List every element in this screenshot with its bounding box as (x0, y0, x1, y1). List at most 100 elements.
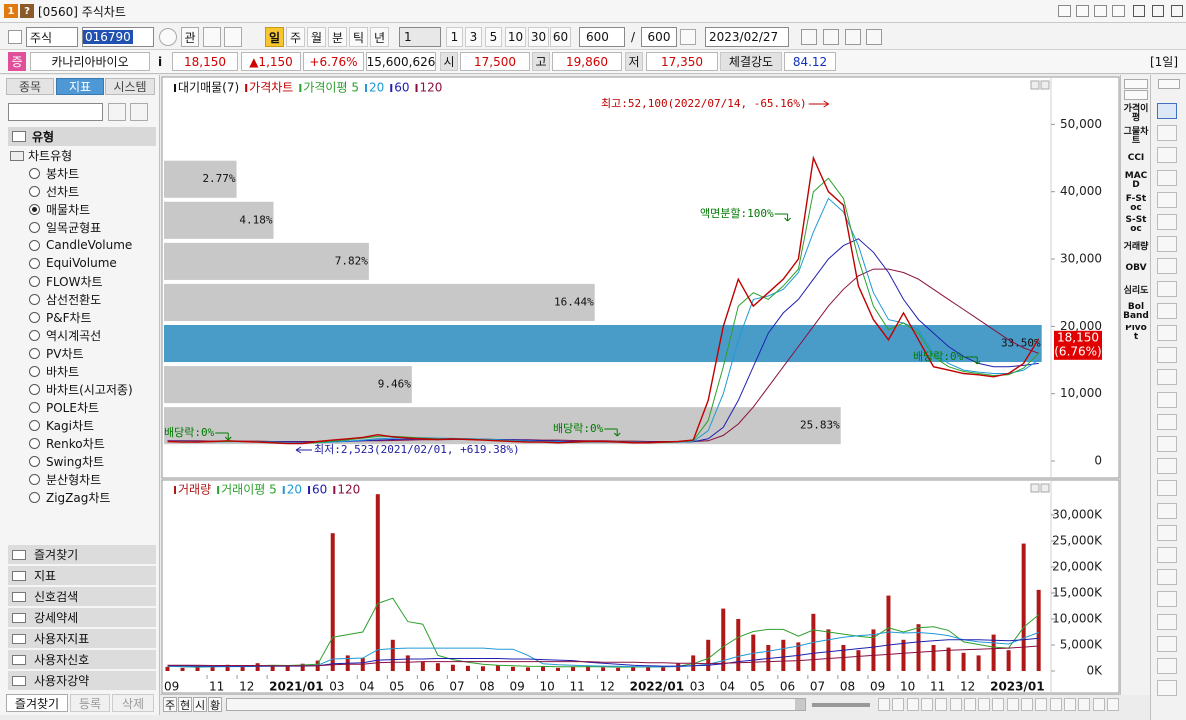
sidebar-tab[interactable]: 시스템 (105, 78, 155, 95)
tool-icon[interactable] (1157, 680, 1177, 697)
chart-type-item[interactable]: PV차트 (46, 346, 84, 361)
radio[interactable] (29, 438, 40, 449)
indicator-button[interactable]: 심리도 (1123, 285, 1149, 296)
indicator-button[interactable]: 가격이평 (1123, 104, 1149, 123)
indicator-button[interactable]: F-Stoc (1125, 193, 1147, 213)
tool-icon[interactable] (1157, 169, 1177, 186)
tool-icon[interactable] (866, 29, 882, 45)
chart-type-item[interactable]: Kagi차트 (46, 418, 95, 433)
view-toggle[interactable]: 황 (208, 697, 222, 712)
radio[interactable] (29, 240, 40, 251)
nav-icon[interactable] (1106, 698, 1119, 711)
nav-first[interactable] (8, 30, 22, 44)
title-icon[interactable] (1058, 5, 1071, 17)
radio[interactable] (29, 294, 40, 305)
chart-type-item[interactable]: POLE차트 (46, 400, 100, 415)
chart-type-item[interactable]: P&F차트 (46, 310, 92, 325)
tool-icon[interactable] (823, 29, 839, 45)
tool-icon[interactable] (1157, 125, 1177, 142)
strip-arrow[interactable] (1124, 79, 1148, 89)
interval-button[interactable]: 60 (550, 27, 571, 47)
interval-button[interactable]: 5 (485, 27, 502, 47)
tool-icon[interactable] (1157, 391, 1177, 408)
tool-icon[interactable] (1157, 325, 1177, 341)
nav-icon[interactable] (963, 698, 976, 711)
radio[interactable] (29, 348, 40, 359)
market-select[interactable]: 주식 (26, 27, 78, 47)
folder-row[interactable]: 신호검색 (8, 587, 156, 607)
chart-type-item[interactable]: Swing차트 (46, 454, 105, 469)
zoom-slider[interactable] (812, 703, 870, 707)
title-icon[interactable] (1094, 5, 1107, 17)
tool-icon[interactable] (801, 29, 817, 45)
count-input[interactable]: 600 (579, 27, 625, 47)
search-icon[interactable] (130, 103, 148, 121)
scrollbar[interactable] (226, 698, 806, 711)
view-toggle[interactable]: 시 (193, 697, 207, 712)
indicator-button[interactable]: Pivot (1125, 325, 1147, 341)
sidebar-tab[interactable]: 지표 (56, 78, 104, 95)
indicator-button[interactable]: S-Stoc (1125, 214, 1147, 234)
period-button[interactable]: 분 (328, 27, 347, 47)
search-button[interactable] (159, 28, 177, 46)
strip-arrow[interactable] (1158, 79, 1180, 89)
chart-type-item[interactable]: Renko차트 (46, 436, 105, 451)
tool-icon[interactable] (1157, 302, 1177, 319)
radio[interactable] (29, 366, 40, 377)
tool-icon[interactable] (1157, 436, 1177, 452)
tool-icon[interactable] (1157, 413, 1177, 430)
chart-type-item[interactable]: 선차트 (46, 184, 80, 199)
nav-icon[interactable] (949, 698, 962, 711)
period-button[interactable]: 일 (265, 27, 284, 47)
indicator-button[interactable]: OBV (1125, 262, 1147, 273)
interval-button[interactable]: 3 (465, 27, 482, 47)
info-button[interactable]: i (157, 54, 163, 69)
chart-type-item[interactable]: 역시계곡선 (46, 328, 102, 343)
strip-arrow[interactable] (1124, 90, 1148, 100)
tool-icon[interactable] (1157, 613, 1177, 630)
tool-icon[interactable] (1157, 103, 1177, 119)
radio[interactable] (29, 384, 40, 395)
window-button[interactable] (1152, 5, 1164, 17)
tool-icon[interactable] (1157, 635, 1177, 652)
period-button[interactable]: 월 (307, 27, 326, 47)
tool-icon[interactable] (1157, 214, 1177, 230)
bottom-tab[interactable]: 즐겨찾기 (6, 694, 68, 712)
tool-button[interactable] (203, 27, 221, 47)
nav-icon[interactable] (920, 698, 933, 711)
tool-icon[interactable] (1157, 480, 1177, 497)
nav-icon[interactable] (1078, 698, 1091, 711)
tool-icon[interactable] (1157, 591, 1177, 608)
indicator-button[interactable]: 거래량 (1123, 241, 1149, 252)
radio[interactable] (29, 204, 40, 215)
nav-icon[interactable] (1092, 698, 1105, 711)
chart-type-item[interactable]: 매물차트 (46, 202, 91, 217)
total-input[interactable]: 600 (641, 27, 677, 47)
folder-row[interactable]: 사용자신호 (8, 650, 156, 670)
interval-button[interactable]: 1 (446, 27, 463, 47)
bottom-tab[interactable]: 등록 (70, 694, 110, 712)
tool-icon[interactable] (1157, 369, 1177, 386)
tool-icon[interactable] (1157, 502, 1177, 519)
nav-icon[interactable] (906, 698, 919, 711)
radio[interactable] (29, 492, 40, 503)
window-button[interactable] (1171, 5, 1183, 17)
folder-row[interactable]: 지표 (8, 566, 156, 586)
radio[interactable] (29, 186, 40, 197)
view-toggle[interactable]: 현 (178, 697, 192, 712)
indicator-button[interactable]: 그물차트 (1123, 127, 1149, 146)
tool-icon[interactable] (1157, 191, 1177, 208)
folder-row[interactable]: 사용자지표 (8, 629, 156, 649)
tool-icon[interactable] (1157, 280, 1177, 297)
radio[interactable] (29, 258, 40, 269)
indicator-button[interactable]: Bol Band (1123, 302, 1149, 321)
folder-row[interactable]: 강세약세 (8, 608, 156, 628)
view-toggle[interactable]: 주 (163, 697, 177, 712)
period-button[interactable]: 틱 (349, 27, 368, 47)
tool-button[interactable] (224, 27, 242, 47)
folder-row[interactable]: 사용자강약 (8, 671, 156, 691)
unit-select[interactable]: 1 (399, 27, 441, 47)
indicator-button[interactable]: CCI (1127, 152, 1145, 163)
sync-button[interactable] (680, 29, 696, 45)
radio[interactable] (29, 168, 40, 179)
